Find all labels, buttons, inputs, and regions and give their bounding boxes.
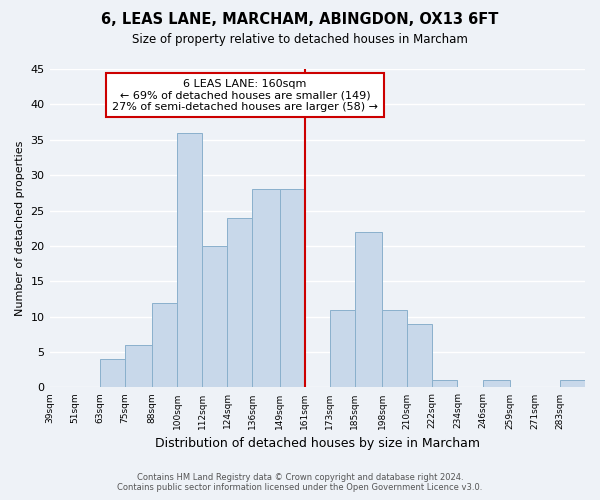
Bar xyxy=(227,218,253,388)
X-axis label: Distribution of detached houses by size in Marcham: Distribution of detached houses by size … xyxy=(155,437,480,450)
Y-axis label: Number of detached properties: Number of detached properties xyxy=(15,140,25,316)
Bar xyxy=(253,190,280,388)
Bar xyxy=(280,190,305,388)
Bar xyxy=(177,132,202,388)
Bar xyxy=(482,380,510,388)
Bar xyxy=(152,302,177,388)
Bar xyxy=(100,359,125,388)
Bar xyxy=(382,310,407,388)
Bar xyxy=(407,324,433,388)
Bar xyxy=(560,380,585,388)
Bar xyxy=(202,246,227,388)
Bar xyxy=(125,345,152,388)
Text: Size of property relative to detached houses in Marcham: Size of property relative to detached ho… xyxy=(132,32,468,46)
Bar xyxy=(355,232,382,388)
Bar xyxy=(433,380,457,388)
Text: 6 LEAS LANE: 160sqm
← 69% of detached houses are smaller (149)
27% of semi-detac: 6 LEAS LANE: 160sqm ← 69% of detached ho… xyxy=(112,78,378,112)
Text: 6, LEAS LANE, MARCHAM, ABINGDON, OX13 6FT: 6, LEAS LANE, MARCHAM, ABINGDON, OX13 6F… xyxy=(101,12,499,28)
Text: Contains HM Land Registry data © Crown copyright and database right 2024.
Contai: Contains HM Land Registry data © Crown c… xyxy=(118,473,482,492)
Bar xyxy=(330,310,355,388)
